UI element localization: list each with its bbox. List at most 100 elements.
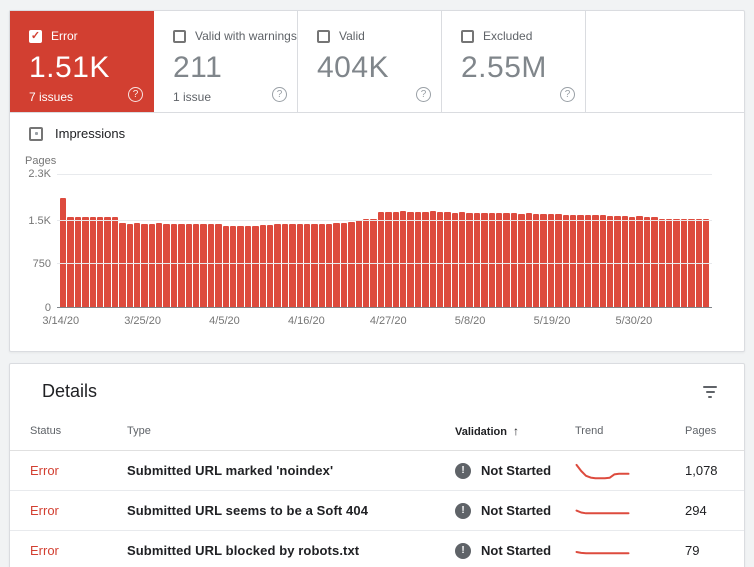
- impressions-checkbox[interactable]: [29, 126, 43, 141]
- bar[interactable]: [385, 211, 392, 307]
- bar[interactable]: [281, 224, 289, 307]
- column-header-pages[interactable]: Pages: [685, 425, 717, 437]
- bar[interactable]: [414, 212, 422, 307]
- bar[interactable]: [481, 212, 488, 307]
- bar[interactable]: [555, 214, 562, 307]
- status-card-error[interactable]: ✓ Error 1.51K 7 issues ?: [10, 11, 154, 112]
- bar[interactable]: [252, 225, 259, 307]
- column-header-type[interactable]: Type: [127, 425, 151, 437]
- error-checkbox[interactable]: ✓: [29, 29, 42, 43]
- bar[interactable]: [141, 223, 148, 307]
- filter-icon[interactable]: [700, 383, 720, 401]
- bar[interactable]: [119, 223, 126, 307]
- bar[interactable]: [193, 224, 200, 307]
- bar[interactable]: [695, 218, 702, 307]
- bar[interactable]: [621, 216, 629, 307]
- column-header-trend[interactable]: Trend: [575, 425, 604, 437]
- bar[interactable]: [629, 216, 636, 307]
- bar[interactable]: [289, 224, 296, 307]
- bar[interactable]: [82, 216, 89, 307]
- column-header-status[interactable]: Status: [30, 425, 62, 437]
- bar[interactable]: [643, 216, 651, 307]
- bar[interactable]: [370, 218, 377, 307]
- bar[interactable]: [702, 218, 710, 307]
- bar[interactable]: [577, 215, 584, 307]
- bar[interactable]: [377, 212, 385, 307]
- status-card-excluded[interactable]: ✓ Excluded 2.55M ?: [442, 11, 586, 112]
- bar[interactable]: [348, 221, 355, 307]
- help-icon[interactable]: ?: [272, 87, 287, 102]
- bar[interactable]: [170, 223, 178, 307]
- bar[interactable]: [318, 223, 326, 307]
- bar[interactable]: [333, 223, 340, 307]
- bar[interactable]: [244, 225, 252, 307]
- bar[interactable]: [74, 217, 82, 307]
- bars[interactable]: [60, 175, 710, 307]
- bar[interactable]: [562, 214, 569, 307]
- bar[interactable]: [215, 224, 222, 307]
- table-row[interactable]: Error Submitted URL blocked by robots.tx…: [10, 530, 744, 567]
- column-header-validation[interactable]: Validation ↑: [455, 424, 519, 438]
- bar[interactable]: [540, 214, 547, 307]
- bar[interactable]: [429, 211, 436, 307]
- bar[interactable]: [178, 223, 185, 307]
- excluded-checkbox[interactable]: ✓: [461, 29, 474, 43]
- bar[interactable]: [525, 213, 532, 307]
- bar[interactable]: [185, 223, 193, 307]
- impressions-toggle[interactable]: Impressions: [29, 126, 744, 141]
- bar[interactable]: [207, 224, 215, 307]
- bar[interactable]: [466, 212, 473, 307]
- status-card-valid[interactable]: ✓ Valid 404K ?: [298, 11, 442, 112]
- bar[interactable]: [518, 213, 525, 307]
- bar[interactable]: [547, 213, 555, 307]
- bar[interactable]: [422, 211, 429, 307]
- bar[interactable]: [222, 225, 229, 307]
- bar[interactable]: [133, 223, 141, 307]
- valid-with-warnings-checkbox[interactable]: ✓: [173, 29, 186, 43]
- bar[interactable]: [451, 212, 459, 307]
- bar[interactable]: [96, 216, 104, 307]
- bar[interactable]: [496, 213, 503, 307]
- bar[interactable]: [340, 222, 348, 307]
- bar[interactable]: [592, 215, 599, 307]
- bar[interactable]: [104, 216, 111, 307]
- bar[interactable]: [658, 218, 666, 307]
- bar[interactable]: [510, 213, 518, 307]
- bar[interactable]: [163, 223, 170, 307]
- bar[interactable]: [266, 224, 274, 307]
- valid-checkbox[interactable]: ✓: [317, 29, 330, 43]
- table-row[interactable]: Error Submitted URL seems to be a Soft 4…: [10, 490, 744, 531]
- bar[interactable]: [407, 211, 414, 307]
- bar[interactable]: [503, 213, 510, 307]
- bar[interactable]: [636, 216, 643, 307]
- bar[interactable]: [399, 211, 407, 307]
- bar[interactable]: [237, 225, 244, 307]
- bar[interactable]: [89, 217, 96, 307]
- bar[interactable]: [326, 223, 333, 307]
- bar[interactable]: [259, 224, 266, 307]
- bar[interactable]: [303, 223, 311, 307]
- table-row[interactable]: Error Submitted URL marked 'noindex' ! N…: [10, 450, 744, 491]
- bar[interactable]: [111, 216, 119, 307]
- bar[interactable]: [680, 218, 688, 307]
- bar[interactable]: [67, 216, 74, 307]
- bar[interactable]: [229, 225, 237, 307]
- bar[interactable]: [392, 212, 399, 307]
- bar[interactable]: [488, 213, 496, 307]
- bar[interactable]: [606, 215, 614, 307]
- bar[interactable]: [473, 212, 481, 307]
- bar[interactable]: [296, 224, 303, 307]
- bar[interactable]: [148, 223, 156, 307]
- help-icon[interactable]: ?: [128, 87, 143, 102]
- bar[interactable]: [200, 223, 207, 307]
- bar[interactable]: [584, 214, 592, 307]
- bar[interactable]: [436, 212, 444, 307]
- bar[interactable]: [651, 216, 658, 307]
- bar[interactable]: [614, 216, 621, 307]
- help-icon[interactable]: ?: [560, 87, 575, 102]
- bar[interactable]: [311, 224, 318, 307]
- status-card-valid-with-warnings[interactable]: ✓ Valid with warnings 211 1 issue ?: [154, 11, 298, 112]
- bar[interactable]: [444, 212, 451, 307]
- bar[interactable]: [126, 223, 133, 307]
- help-icon[interactable]: ?: [416, 87, 431, 102]
